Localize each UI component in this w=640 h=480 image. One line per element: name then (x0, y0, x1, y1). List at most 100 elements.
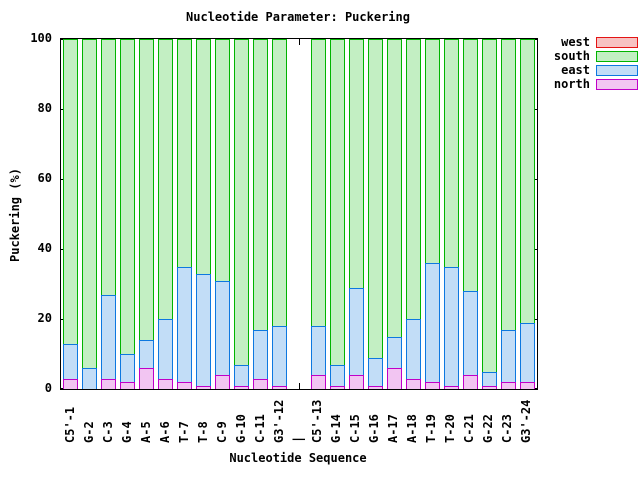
x-tick-label: G-16 (367, 414, 382, 443)
bar-segment-east (386, 336, 402, 368)
x-tick-label: T-7 (176, 421, 191, 443)
x-tick-label: A-5 (138, 421, 153, 443)
bar-segment-east (234, 364, 250, 386)
x-tick-label: A-18 (405, 414, 420, 443)
bar-segment-east (63, 343, 79, 379)
bar-segment-north (462, 375, 478, 389)
bar-segment-north (272, 385, 288, 389)
bar-segment-north (253, 378, 269, 389)
bar-segment-east (177, 266, 193, 382)
bar-segment-east (443, 266, 459, 386)
chart-title: Nucleotide Parameter: Puckering (186, 10, 410, 24)
bar-segment-east (519, 322, 535, 382)
bar-segment-south (272, 39, 288, 326)
x-tick-label: T-20 (443, 414, 458, 443)
y-tick-label: 100 (30, 31, 52, 45)
y-tick-label: 20 (37, 311, 52, 325)
y-tick-label: 0 (44, 381, 52, 395)
bar-segment-north (63, 378, 79, 389)
bar-segment-east (481, 371, 497, 386)
bar-segment-east (253, 329, 269, 379)
bar-segment-south (139, 39, 155, 340)
bar-segment-north (310, 375, 326, 389)
bar-segment-east (329, 364, 345, 386)
x-tick-label: G-14 (329, 414, 344, 443)
legend-item-west: west (538, 35, 638, 49)
bar-segment-north (158, 378, 174, 389)
bar-segment-south (367, 39, 383, 358)
bar-segment-east (424, 263, 440, 382)
x-tick-label: A-6 (157, 421, 172, 443)
bar-segment-south (215, 39, 231, 281)
bar-segment-north (405, 378, 421, 389)
bar-segment-east (101, 294, 117, 379)
bar-segment-south (82, 39, 98, 368)
x-tick-label: T-19 (424, 414, 439, 443)
x-tick-label: G3'-24 (519, 399, 534, 443)
y-tick-label: 80 (37, 101, 52, 115)
bar-segment-south (329, 39, 345, 365)
legend-swatch-north (596, 78, 638, 90)
legend-swatch-west (596, 36, 638, 48)
bar-segment-south (443, 39, 459, 267)
legend-item-south: south (538, 49, 638, 63)
x-tick-label: T-8 (195, 421, 210, 443)
bar-segment-south (177, 39, 193, 267)
bar-segment-north (120, 382, 136, 389)
x-tick-label: C-15 (348, 414, 363, 443)
x-axis-label: Nucleotide Sequence (229, 451, 367, 465)
bar-segment-south (234, 39, 250, 365)
x-tick-label: C5'-13 (310, 399, 325, 443)
legend-label-west: west (561, 35, 590, 49)
legend-label-east: east (561, 63, 590, 77)
bar-segment-east (462, 291, 478, 375)
bar-segment-east (500, 329, 516, 382)
y-tick-label: 40 (37, 241, 52, 255)
bar-segment-north (329, 385, 345, 389)
bar-segment-east (272, 326, 288, 386)
bar-segment-south (196, 39, 212, 274)
bar-segment-south (158, 39, 174, 319)
x-tick-label: | (291, 435, 305, 443)
bar-segment-south (101, 39, 117, 295)
x-tick-label: G-2 (81, 421, 96, 443)
bar-segment-east (348, 287, 364, 375)
x-tick-label: G-4 (119, 421, 134, 443)
x-tick-label: A-17 (386, 414, 401, 443)
bar-segment-north (101, 378, 117, 389)
bar-segment-south (424, 39, 440, 263)
bar-segment-south (120, 39, 136, 354)
x-tick-label: C-3 (100, 421, 115, 443)
x-tick-label: G-10 (233, 414, 248, 443)
legend-swatch-east (596, 64, 638, 76)
separator-tick-bottom (298, 383, 300, 389)
bar-segment-north (139, 368, 155, 389)
x-tick-label: C5'-1 (62, 406, 77, 443)
bar-segment-north (367, 385, 383, 389)
bar-segment-east (310, 326, 326, 375)
bar-segment-east (367, 357, 383, 386)
x-tick-label: G3'-12 (271, 399, 286, 443)
x-tick-label: C-23 (500, 414, 515, 443)
bar-segment-east (196, 273, 212, 386)
y-tick-label: 60 (37, 171, 52, 185)
bar-segment-north (519, 382, 535, 389)
x-tick-label: C-11 (252, 414, 267, 443)
bar-segment-south (481, 39, 497, 372)
bar-segment-north (348, 375, 364, 389)
bar-segment-south (519, 39, 535, 323)
bar-segment-east (82, 368, 98, 389)
bar-segment-south (386, 39, 402, 337)
bar-segment-south (348, 39, 364, 288)
plot-area (60, 38, 538, 390)
bar-segment-east (158, 319, 174, 379)
bar-segment-south (405, 39, 421, 319)
bar-segment-south (310, 39, 326, 326)
bar-segment-east (405, 319, 421, 379)
legend-label-south: south (553, 49, 590, 63)
x-tick-label: C-21 (462, 414, 477, 443)
separator-tick-top (298, 39, 300, 45)
bar-segment-east (215, 280, 231, 375)
bar-segment-east (120, 354, 136, 382)
